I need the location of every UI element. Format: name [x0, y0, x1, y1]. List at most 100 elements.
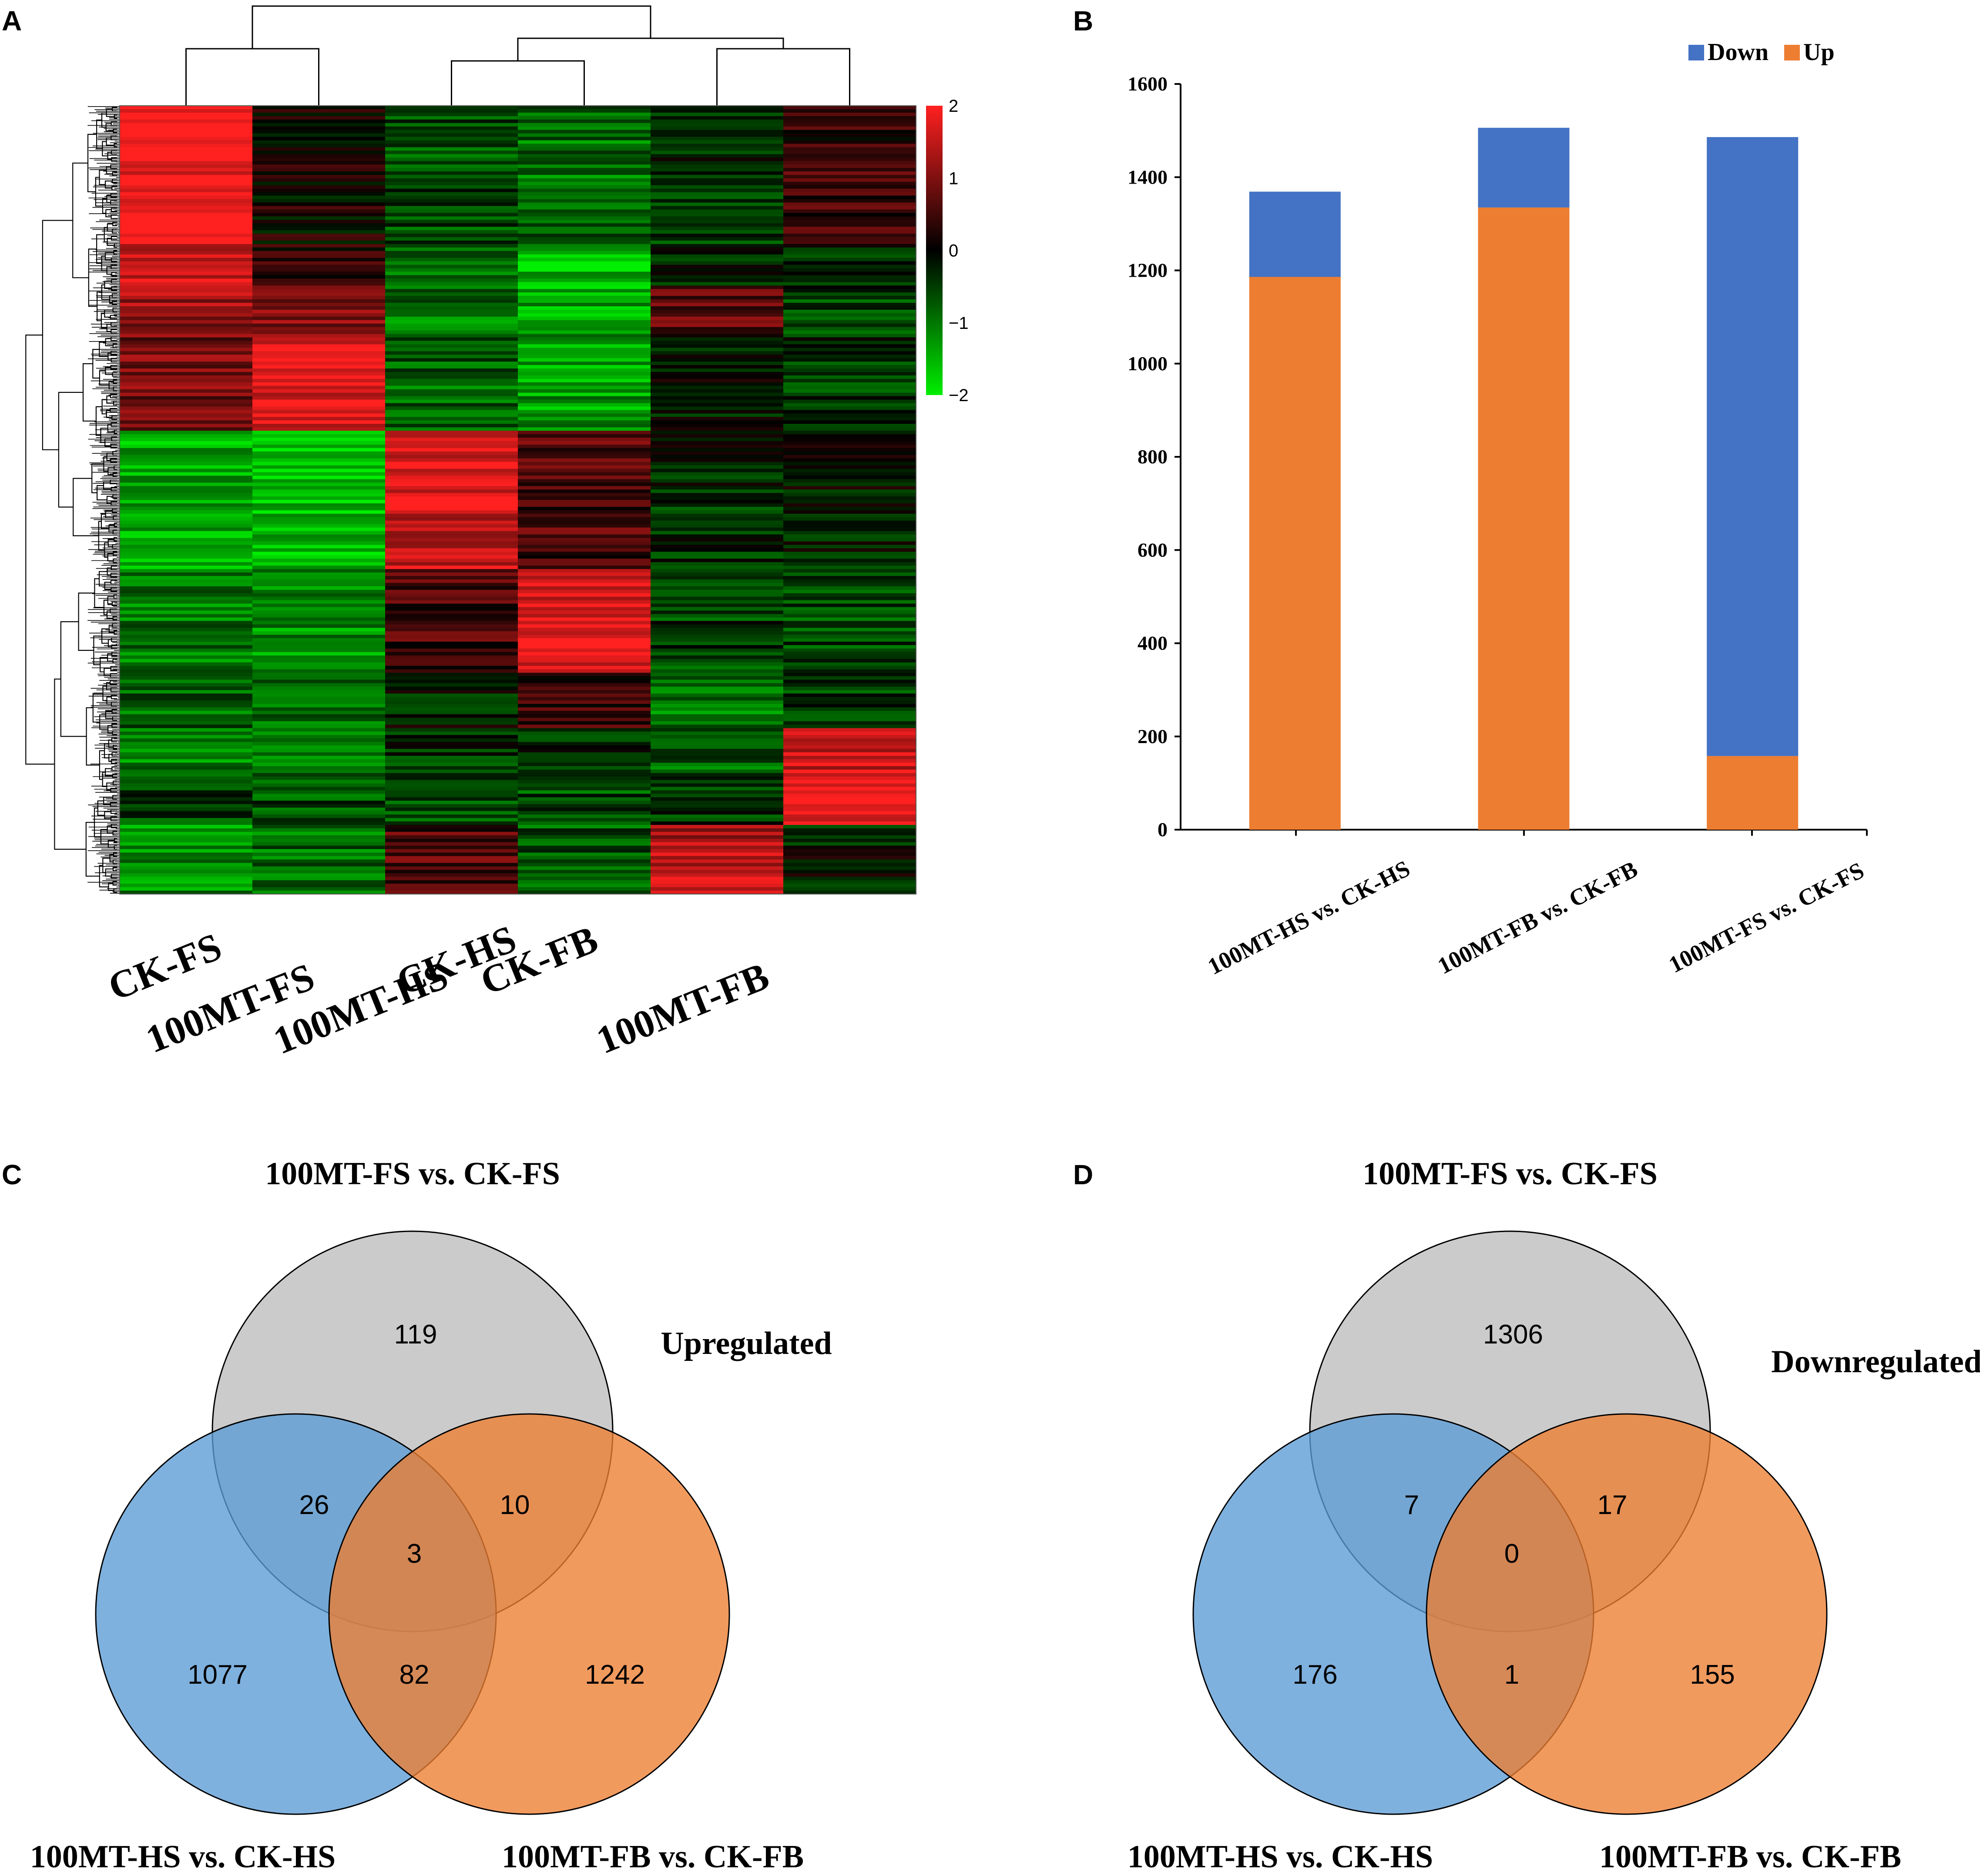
heatmap-cell [518, 195, 651, 200]
heatmap-cell [120, 209, 253, 213]
heatmap-cell [252, 448, 386, 452]
heatmap-cell [252, 144, 386, 147]
heatmap-cell [783, 849, 916, 853]
heatmap-cell [385, 299, 518, 303]
heatmap-cell [385, 154, 518, 158]
heatmap-cell [651, 137, 784, 141]
heatmap-cell [783, 700, 916, 704]
heatmap-cell [518, 538, 651, 542]
heatmap-cell [783, 552, 916, 556]
heatmap-cell [518, 541, 651, 545]
heatmap-cell [385, 687, 518, 690]
heatmap-cell [518, 268, 651, 272]
heatmap-cell [651, 510, 784, 514]
heatmap-cell [385, 887, 518, 891]
heatmap-cell [120, 801, 253, 804]
heatmap-cell [651, 766, 784, 770]
heatmap-cell [385, 520, 518, 525]
heatmap-cell [252, 275, 386, 279]
heatmap-cell [518, 680, 651, 683]
heatmap-cell [385, 559, 518, 563]
heatmap-cell [120, 866, 253, 870]
heatmap-cell [783, 673, 916, 677]
heatmap-cell [518, 140, 651, 144]
heatmap-cell [783, 188, 916, 193]
heatmap-cell [518, 790, 651, 794]
heatmap-cell [518, 234, 651, 238]
heatmap-cell [518, 510, 651, 514]
heatmap-cell [252, 379, 386, 383]
heatmap-cell [385, 873, 518, 877]
heatmap-cell [783, 596, 916, 601]
heatmap-cell [252, 673, 386, 677]
heatmap-cell [651, 877, 784, 881]
heatmap-cell [783, 821, 916, 825]
heatmap-cell [385, 133, 518, 137]
venn-count-hs-fb: 82 [399, 1660, 430, 1690]
heatmap-cell [385, 334, 518, 338]
heatmap-cell [120, 147, 253, 151]
heatmap-cell [120, 327, 253, 331]
heatmap-cell [651, 116, 784, 120]
heatmap-cell [783, 687, 916, 690]
heatmap-cell [120, 579, 253, 583]
heatmap-cell [252, 292, 386, 296]
heatmap-cell [783, 424, 916, 428]
heatmap-cell [783, 683, 916, 687]
heatmap-cell [783, 216, 916, 220]
heatmap-cell [651, 299, 784, 303]
heatmap-cell [385, 123, 518, 127]
heatmap-cell [518, 634, 651, 639]
heatmap-cell [783, 306, 916, 310]
heatmap-cell [385, 818, 518, 822]
heatmap-cell [651, 385, 784, 390]
heatmap-cell [518, 265, 651, 269]
heatmap-cell [518, 641, 651, 646]
heatmap-cell [518, 389, 651, 393]
heatmap-cell [518, 652, 651, 656]
heatmap-cell [518, 842, 651, 846]
heatmap-cell [252, 181, 386, 186]
heatmap-cell [252, 420, 386, 424]
heatmap-cell [120, 541, 253, 545]
heatmap-cell [518, 863, 651, 867]
heatmap-cell [651, 687, 784, 690]
colorbar-tick-label: −2 [949, 386, 969, 405]
heatmap-cell [783, 119, 916, 124]
heatmap-cell [120, 192, 253, 196]
heatmap-cell [518, 244, 651, 248]
heatmap-cell [783, 227, 916, 231]
heatmap-cell [783, 655, 916, 660]
heatmap-cell [120, 562, 253, 566]
heatmap-cell [651, 334, 784, 338]
heatmap-cell [783, 206, 916, 210]
heatmap-cell [120, 375, 253, 379]
heatmap-cell [783, 880, 916, 884]
heatmap-cell [385, 704, 518, 708]
heatmap-cell [651, 652, 784, 656]
heatmap-cell [651, 247, 784, 251]
heatmap-cell [783, 524, 916, 528]
heatmap-cell [518, 866, 651, 870]
heatmap-cell [651, 372, 784, 376]
heatmap-cell [252, 707, 386, 711]
heatmap-cell [385, 227, 518, 231]
heatmap-cell [120, 891, 253, 894]
heatmap-cell [120, 251, 253, 255]
heatmap-cell [120, 645, 253, 649]
heatmap-cell [651, 261, 784, 265]
heatmap-cell [385, 717, 518, 722]
heatmap-cell [651, 275, 784, 279]
heatmap-cell [385, 811, 518, 815]
heatmap-cell [651, 213, 784, 217]
heatmap-cell [385, 673, 518, 677]
heatmap-cell [252, 496, 386, 500]
heatmap-cell [120, 631, 253, 635]
heatmap-cell [651, 617, 784, 621]
heatmap-cell [651, 721, 784, 725]
heatmap-cell [651, 680, 784, 683]
heatmap-cell [385, 116, 518, 120]
heatmap-cell [651, 216, 784, 220]
heatmap-cell [651, 756, 784, 760]
heatmap-cell [120, 417, 253, 421]
